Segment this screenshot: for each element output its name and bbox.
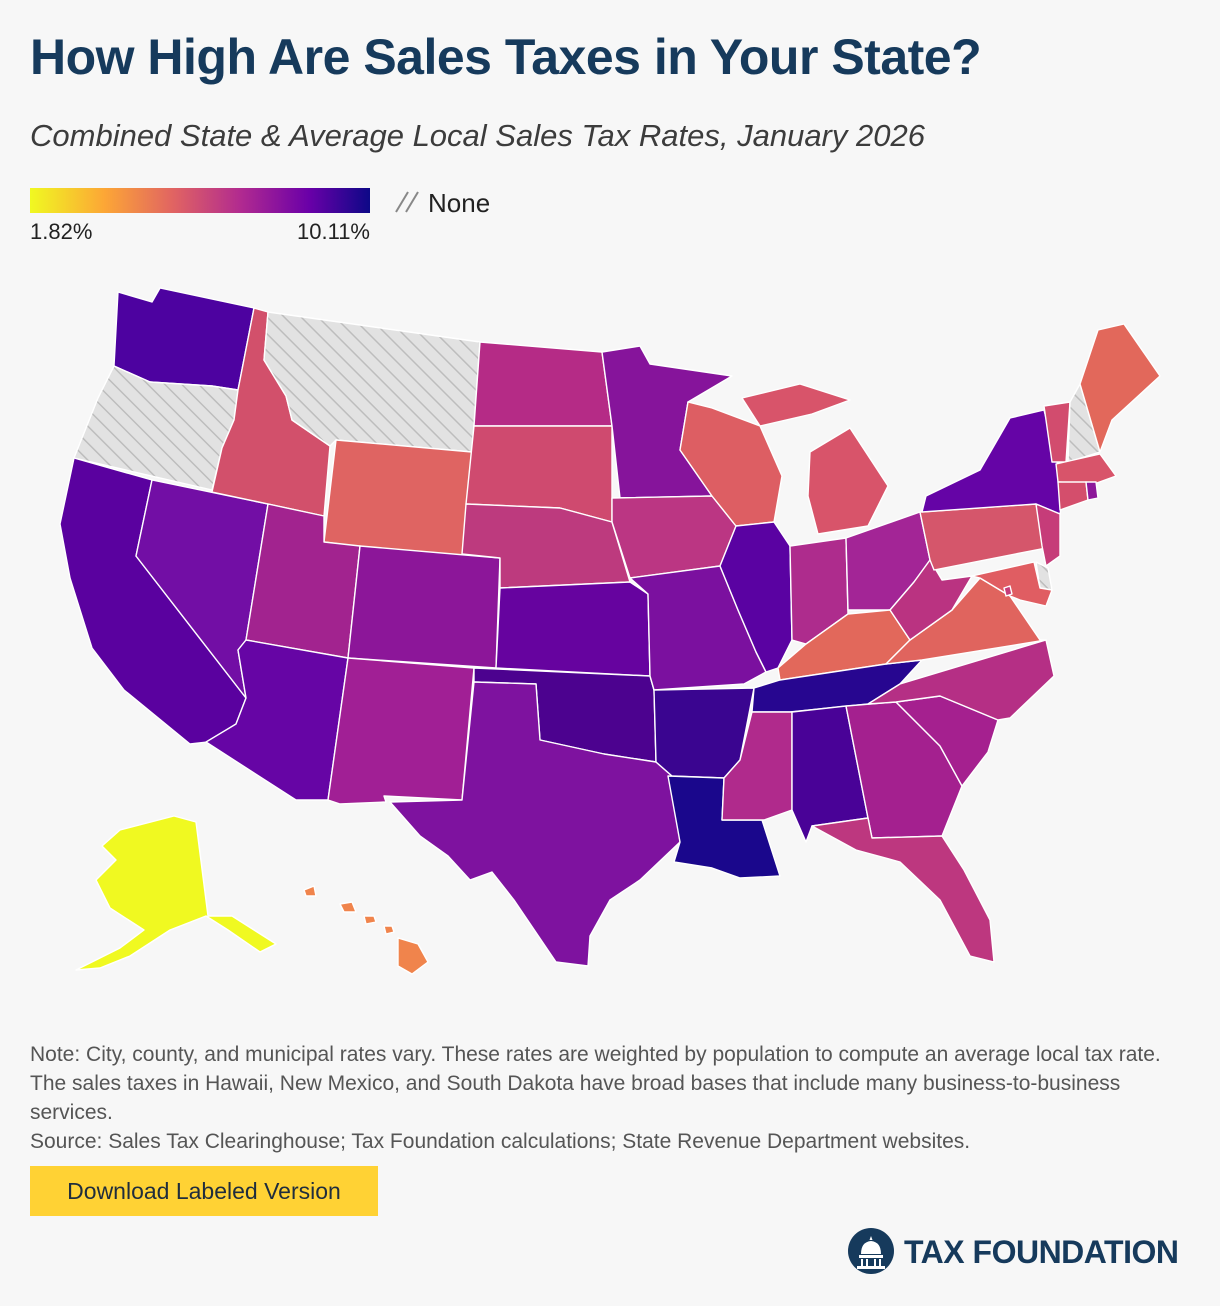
state-ma[interactable] — [1055, 453, 1117, 485]
state-tx[interactable] — [389, 681, 681, 967]
state-ks[interactable] — [495, 581, 651, 677]
legend-min-label: 1.82% — [30, 219, 93, 244]
footnote: Note: City, county, and municipal rates … — [30, 1040, 1190, 1156]
state-nj[interactable] — [1035, 503, 1061, 567]
logo-wordmark: TAX FOUNDATION — [904, 1234, 1179, 1270]
state-pa[interactable] — [919, 503, 1047, 571]
color-legend: 1.82% 10.11% None — [30, 188, 510, 248]
state-ct[interactable] — [1057, 481, 1089, 511]
state-nm[interactable] — [327, 657, 475, 805]
state-hi[interactable] — [303, 885, 429, 975]
state-ak[interactable] — [75, 815, 277, 971]
page-subtitle: Combined State & Average Local Sales Tax… — [30, 118, 925, 153]
download-labeled-version-button[interactable]: Download Labeled Version — [30, 1166, 378, 1216]
capitol-dome-icon — [848, 1228, 894, 1274]
us-sales-tax-map — [59, 287, 1161, 975]
state-ny[interactable] — [921, 409, 1065, 515]
state-nc[interactable] — [867, 639, 1055, 721]
state-wy[interactable] — [323, 439, 473, 561]
state-fl[interactable] — [811, 817, 995, 963]
state-dc[interactable] — [1003, 585, 1013, 597]
state-ri[interactable] — [1085, 481, 1099, 501]
tax-foundation-logo[interactable]: TAX FOUNDATION — [848, 1228, 1198, 1276]
state-il[interactable] — [719, 521, 793, 673]
state-md[interactable] — [971, 561, 1053, 607]
state-mi[interactable] — [741, 383, 889, 535]
legend-gradient-bar — [30, 188, 370, 213]
note-text: Note: City, county, and municipal rates … — [30, 1043, 1161, 1124]
states-layer — [59, 287, 1161, 975]
legend-none-hatch-icon — [395, 191, 419, 213]
state-me[interactable] — [1079, 323, 1161, 453]
page-title: How High Are Sales Taxes in Your State? — [30, 29, 982, 85]
legend-none-label: None — [428, 188, 491, 218]
state-co[interactable] — [347, 545, 501, 669]
source-text: Source: Sales Tax Clearinghouse; Tax Fou… — [30, 1130, 971, 1153]
state-wi[interactable] — [679, 401, 783, 527]
state-nd[interactable] — [473, 341, 613, 427]
legend-max-label: 10.11% — [297, 219, 370, 244]
